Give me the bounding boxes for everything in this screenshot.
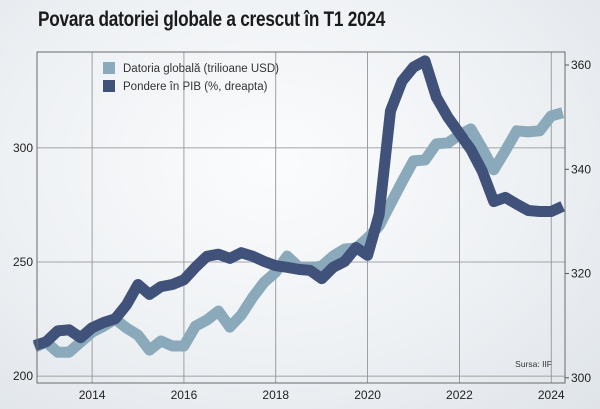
- legend-swatch-debt: [103, 62, 115, 74]
- series-line-gdp-ratio: [33, 55, 565, 351]
- y-right-tick-label: 300: [571, 371, 591, 385]
- source-note: Sursa: IIF: [515, 359, 552, 369]
- y-right-tick-label: 340: [571, 162, 591, 176]
- y-right-tick-label: 360: [571, 58, 591, 72]
- axes: 2014 2016 2018 2020 2022 2024 200 250 300 300 320 3…: [13, 58, 591, 402]
- x-tick-label: 2024: [538, 388, 565, 402]
- y-right-tick-label: 320: [571, 267, 591, 281]
- y-left-tick-label: 250: [13, 255, 33, 269]
- series-lines: [32, 55, 565, 358]
- x-tick-label: 2014: [79, 388, 106, 402]
- legend-label-debt: Datoria globală (trilioane USD): [123, 63, 279, 75]
- plot-frame: [36, 51, 566, 384]
- x-tick-label: 2022: [446, 388, 473, 402]
- y-left-tick-label: 300: [13, 141, 33, 155]
- x-tick-label: 2016: [171, 388, 198, 402]
- chart-title: Povara datoriei globale a crescut în T1 …: [38, 8, 386, 31]
- grid: [37, 52, 565, 383]
- x-tick-label: 2018: [262, 388, 289, 402]
- legend: Datoria globală (trilioane USD) Pondere …: [103, 62, 279, 93]
- legend-label-gdp: Pondere în PIB (%, dreapta): [123, 81, 268, 93]
- legend-swatch-gdp: [103, 80, 115, 92]
- x-tick-label: 2020: [354, 388, 381, 402]
- y-left-tick-label: 200: [13, 369, 33, 383]
